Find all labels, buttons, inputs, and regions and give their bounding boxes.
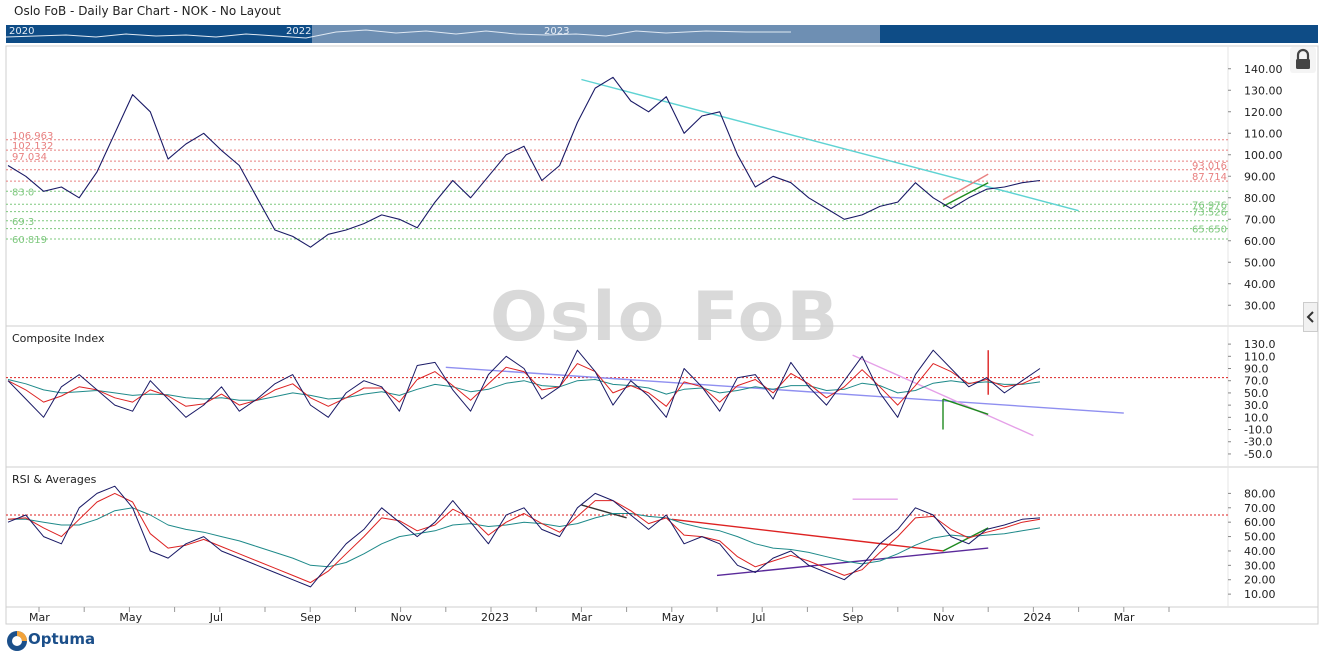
composite-slow-average [7, 379, 1041, 401]
price-axis-tick-label: 110.00 [1244, 127, 1283, 140]
support-label: 69.3 [12, 217, 34, 228]
price-axis-tick-label: 120.00 [1244, 106, 1283, 119]
support-label: 83.0 [12, 187, 34, 198]
x-axis-tick-label: Nov [391, 611, 413, 624]
x-axis-tick-label: May [662, 611, 685, 624]
price-axis-tick-label: 40.00 [1244, 278, 1276, 291]
resistance-label: 106.963 [12, 131, 53, 142]
composite-axis-tick-label: -30.0 [1244, 436, 1272, 449]
lock-icon[interactable] [1290, 47, 1316, 73]
rsi-axis-tick-label: 70.00 [1244, 502, 1276, 515]
price-axis-tick-label: 60.00 [1244, 235, 1276, 248]
rsi-fast-average [7, 492, 1041, 584]
navigator-year-2022: 2022 [286, 26, 312, 37]
resistance-label: 102.132 [12, 141, 53, 152]
rsi-axis-tick-label: 40.00 [1244, 545, 1276, 558]
chart-border [5, 45, 1319, 625]
brand-name: Optuma [28, 630, 96, 648]
composite-axis-tick-label: -50.0 [1244, 448, 1272, 461]
x-axis-tick-label: Jul [751, 611, 765, 624]
chart-frame [5, 45, 1319, 625]
price-axis-tick-label: 130.00 [1244, 84, 1283, 97]
panel-collapse-button[interactable] [1303, 302, 1318, 332]
x-axis-tick-label: Mar [1114, 611, 1135, 624]
x-axis-tick-label: 2024 [1023, 611, 1051, 624]
trendline-green [942, 398, 989, 415]
rsi-slow-average [8, 507, 1041, 568]
x-axis-tick-label: Sep [300, 611, 321, 624]
resistance-label: 93.016 [1192, 161, 1227, 172]
watermark: Oslo FoB [490, 278, 841, 357]
composite-axis-tick-label: 130.0 [1244, 338, 1276, 351]
x-axis-tick-label: May [119, 611, 142, 624]
price-series [7, 76, 1041, 248]
x-axis-tick-label: Sep [843, 611, 864, 624]
trendline-blue [445, 366, 1124, 414]
composite-axis-tick-label: 110.0 [1244, 350, 1276, 363]
composite-axis-tick-label: -10.0 [1244, 424, 1272, 437]
trendline-purple [716, 547, 989, 577]
chevron-left-icon [1306, 311, 1314, 323]
support-label: 76.976 [1192, 200, 1227, 211]
trendline-green [942, 527, 989, 552]
composite-axis-tick-label: 50.0 [1244, 387, 1269, 400]
trendline-dark [581, 504, 627, 519]
rsi-axis-tick-label: 50.00 [1244, 531, 1276, 544]
trendline-pink [852, 354, 1034, 437]
price-axis-tick-label: 80.00 [1244, 192, 1276, 205]
rsi-axis-tick-label: 60.00 [1244, 516, 1276, 529]
price-axis-tick-label: 50.00 [1244, 256, 1276, 269]
composite-index-title: Composite Index [12, 332, 105, 345]
trendline-red [671, 518, 944, 552]
navigator-year-2023: 2023 [544, 26, 570, 37]
x-axis-tick-label: 2023 [481, 611, 509, 624]
price-axis-tick-label: 70.00 [1244, 213, 1276, 226]
support-label: 60.819 [12, 235, 47, 246]
price-axis-tick-label: 30.00 [1244, 299, 1276, 312]
x-axis: Mar May Jul Sep Nov 2023 Mar May Jul Sep Nov 2024 Ma… [29, 607, 1170, 624]
resistance-label: 87.714 [1192, 172, 1227, 183]
optuma-logo-icon [7, 631, 27, 651]
trendline-cyan [581, 78, 1079, 212]
price-axis-tick-label: 140.00 [1244, 63, 1283, 76]
composite-fast-average [7, 363, 1041, 407]
navigator-window[interactable] [312, 25, 880, 43]
rsi-title: RSI & Averages [12, 473, 97, 486]
composite-index-pane: 130.0110.090.070.050.030.010.0-10.0-30.0… [6, 338, 1276, 461]
trendline-green [942, 182, 989, 207]
composite-index-series [7, 349, 1041, 418]
support-label: 65.650 [1192, 225, 1227, 236]
trendline-salmon [942, 173, 989, 201]
x-axis-tick-label: Mar [571, 611, 592, 624]
support-label: 73.526 [1192, 208, 1227, 219]
navigator-year-2020: 2020 [9, 26, 35, 37]
x-axis-tick-label: Mar [29, 611, 50, 624]
time-navigator-track[interactable] [881, 25, 1318, 43]
x-axis-tick-label: Nov [933, 611, 955, 624]
rsi-axis-tick-label: 80.00 [1244, 487, 1276, 500]
resistance-label: 97.034 [12, 152, 47, 163]
price-axis-tick-label: 90.00 [1244, 170, 1276, 183]
price-axis-tick-label: 100.00 [1244, 149, 1283, 162]
x-axis-tick-label: Jul [209, 611, 223, 624]
rsi-axis-tick-label: 10.00 [1244, 588, 1276, 601]
composite-axis-tick-label: 90.0 [1244, 363, 1269, 376]
rsi-axis-tick-label: 30.00 [1244, 559, 1276, 572]
rsi-series [7, 485, 1041, 588]
rsi-axis-tick-label: 20.00 [1244, 574, 1276, 587]
composite-axis-tick-label: 70.0 [1244, 375, 1269, 388]
composite-axis-tick-label: 30.0 [1244, 399, 1269, 412]
composite-axis-tick-label: 10.0 [1244, 411, 1269, 424]
navigator-sparkline [6, 29, 791, 39]
chart-title: Oslo FoB - Daily Bar Chart - NOK - No La… [14, 4, 281, 18]
